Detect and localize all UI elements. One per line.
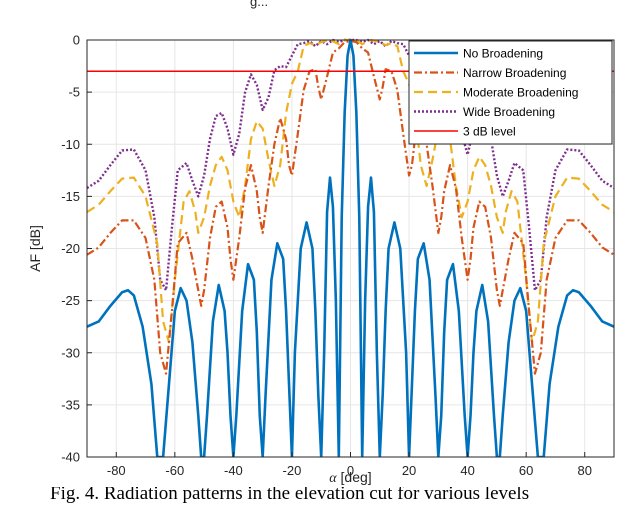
figure-caption-text: Fig. 4. Radiation patterns in the elevat…	[50, 487, 530, 504]
radiation-pattern-chart: g... -80 -60 -40 -20 0 20 40 60 80 0 -5 -10 -15 -20 -2…	[27, 0, 615, 486]
y-tick-label: -15	[61, 189, 80, 204]
legend-entry: Moderate Broadening	[463, 86, 578, 100]
legend-entry: Wide Broadening	[463, 105, 555, 119]
y-tick-label: -5	[68, 85, 80, 100]
y-tick-label: -25	[61, 293, 80, 308]
legend-entry: No Broadening	[463, 47, 543, 61]
x-tick-label: -60	[165, 463, 184, 478]
x-tick-label: 20	[402, 463, 416, 478]
x-tick-label: -40	[224, 463, 243, 478]
x-tick-label: 60	[519, 463, 533, 478]
x-tick-label: -20	[283, 463, 302, 478]
legend-entry: 3 dB level	[463, 125, 516, 139]
ticks: -80 -60 -40 -20 0 20 40 60 80 0 -5 -10 -15 -20 -25 -30 -…	[61, 33, 592, 479]
y-axis-label: AF [dB]	[27, 225, 43, 272]
x-tick-label: -80	[107, 463, 126, 478]
series-line-narrow-broadening	[87, 39, 614, 375]
x-tick-label: 40	[460, 463, 474, 478]
y-tick-label: -35	[61, 397, 80, 412]
y-tick-label: -40	[61, 450, 80, 465]
y-tick-label: -30	[61, 345, 80, 360]
series-line-wide-broadening	[87, 38, 614, 292]
x-tick-label: 80	[577, 463, 591, 478]
x-axis-label: α [deg]	[329, 469, 371, 486]
y-tick-label: -10	[61, 137, 80, 152]
legend: No Broadening Narrow Broadening Moderate B…	[408, 40, 613, 145]
x-tick-label: 0	[347, 463, 354, 478]
legend-entry: Narrow Broadening	[463, 66, 566, 80]
figure-caption: Fig. 4. Radiation patterns in the elevat…	[50, 487, 640, 531]
top-partial-text: g...	[250, 0, 268, 9]
y-tick-label: 0	[73, 33, 80, 48]
y-tick-label: -20	[61, 241, 80, 256]
